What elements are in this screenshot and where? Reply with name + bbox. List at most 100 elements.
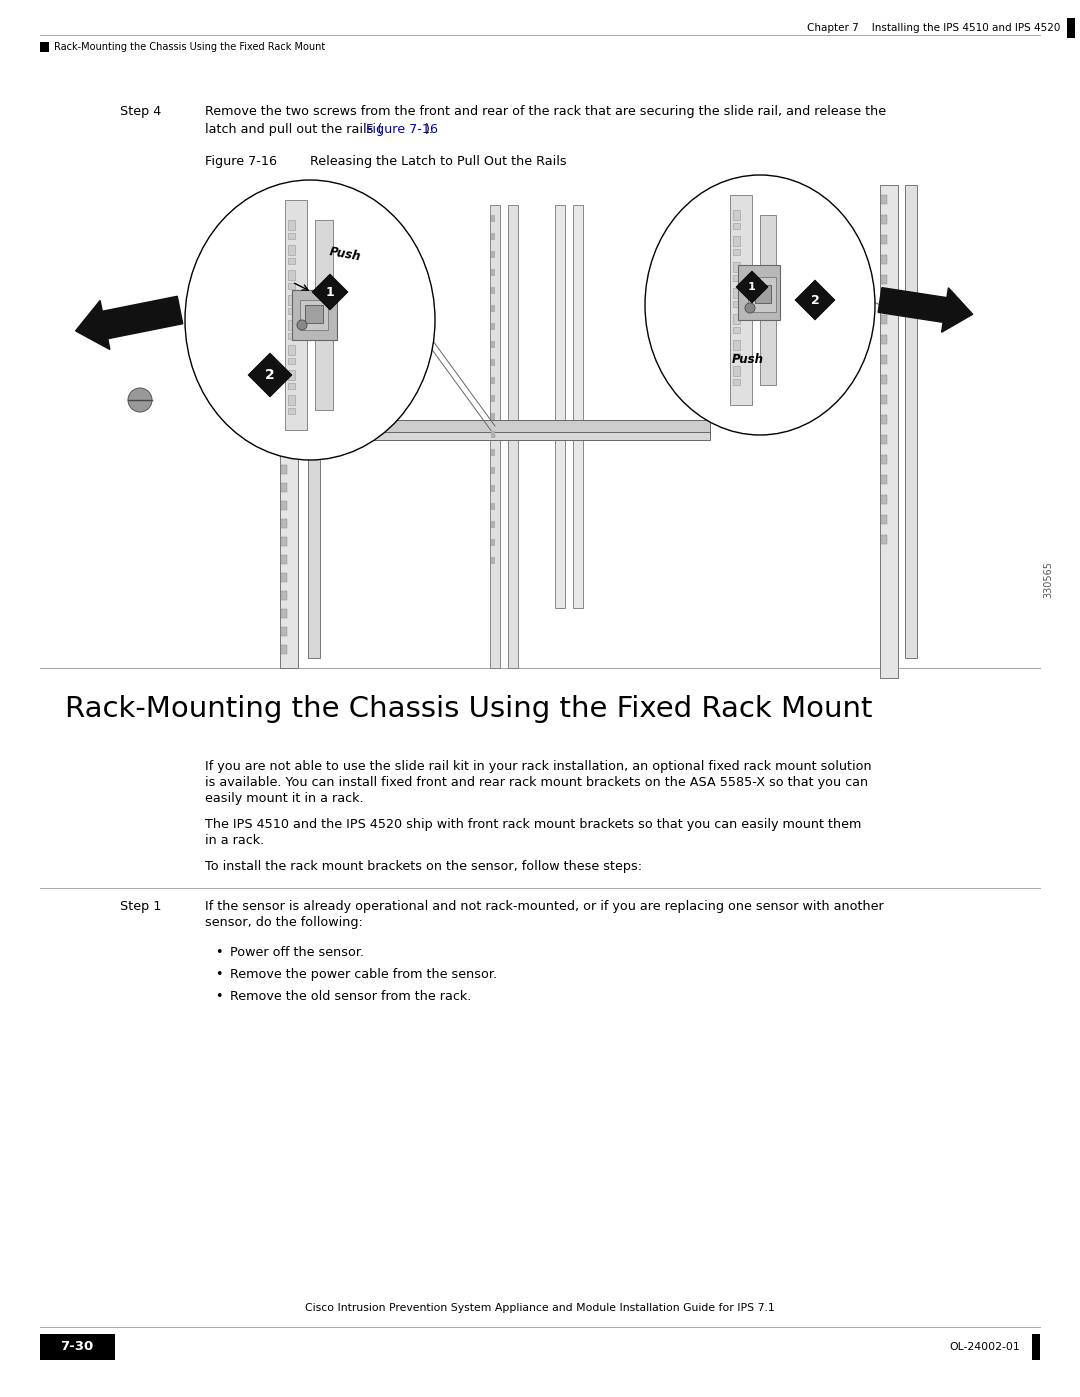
- Bar: [881, 395, 887, 404]
- Bar: [905, 184, 917, 658]
- Bar: [881, 355, 887, 365]
- Bar: [733, 339, 740, 351]
- Bar: [733, 366, 740, 376]
- Ellipse shape: [185, 180, 435, 460]
- Bar: [491, 233, 495, 240]
- Bar: [491, 323, 495, 330]
- Text: ).: ).: [424, 123, 433, 136]
- Bar: [733, 300, 740, 307]
- Bar: [281, 627, 287, 636]
- Bar: [288, 233, 295, 239]
- Text: Figure 7-16: Figure 7-16: [205, 155, 276, 168]
- FancyArrow shape: [878, 288, 973, 332]
- Bar: [40, 1334, 114, 1361]
- Bar: [288, 370, 295, 380]
- Bar: [270, 420, 710, 432]
- Bar: [40, 42, 49, 52]
- Polygon shape: [312, 274, 348, 310]
- Bar: [300, 300, 328, 330]
- Bar: [491, 286, 495, 293]
- Text: is available. You can install fixed front and rear rack mount brackets on the AS: is available. You can install fixed fron…: [205, 775, 868, 789]
- Bar: [880, 184, 897, 678]
- Bar: [881, 335, 887, 344]
- Text: Rack-Mounting the Chassis Using the Fixed Rack Mount: Rack-Mounting the Chassis Using the Fixe…: [54, 42, 325, 52]
- Bar: [733, 236, 740, 246]
- Polygon shape: [795, 279, 835, 320]
- Bar: [733, 249, 740, 256]
- Bar: [288, 320, 295, 330]
- Text: Chapter 7    Installing the IPS 4510 and IPS 4520: Chapter 7 Installing the IPS 4510 and IP…: [807, 22, 1059, 34]
- Bar: [315, 219, 333, 409]
- Bar: [288, 244, 295, 256]
- Bar: [292, 291, 337, 339]
- Text: Remove the two screws from the front and rear of the rack that are securing the : Remove the two screws from the front and…: [205, 105, 886, 117]
- Bar: [491, 503, 495, 510]
- Text: The IPS 4510 and the IPS 4520 ship with front rack mount brackets so that you ca: The IPS 4510 and the IPS 4520 ship with …: [205, 819, 862, 831]
- Bar: [281, 591, 287, 599]
- Polygon shape: [735, 271, 768, 303]
- Bar: [288, 219, 295, 231]
- Bar: [491, 467, 495, 474]
- Bar: [491, 251, 495, 258]
- Bar: [491, 359, 495, 366]
- Bar: [738, 265, 780, 320]
- Bar: [288, 383, 295, 388]
- Bar: [491, 448, 495, 455]
- Bar: [281, 555, 287, 564]
- Bar: [733, 210, 740, 219]
- Text: Figure 7-16: Figure 7-16: [365, 123, 437, 136]
- Text: Rack-Mounting the Chassis Using the Fixed Rack Mount: Rack-Mounting the Chassis Using the Fixe…: [65, 694, 873, 724]
- Text: 7-30: 7-30: [60, 1341, 94, 1354]
- Bar: [490, 205, 500, 668]
- Bar: [491, 432, 495, 439]
- Bar: [491, 485, 495, 492]
- Text: sensor, do the following:: sensor, do the following:: [205, 916, 363, 929]
- Text: Step 4: Step 4: [120, 105, 161, 117]
- Bar: [281, 609, 287, 617]
- Bar: [288, 345, 295, 355]
- Bar: [288, 270, 295, 279]
- Bar: [1067, 18, 1075, 38]
- Text: 2: 2: [265, 367, 275, 381]
- Bar: [881, 196, 887, 204]
- Bar: [573, 205, 583, 608]
- Bar: [281, 573, 287, 583]
- Text: Cisco Intrusion Prevention System Appliance and Module Installation Guide for IP: Cisco Intrusion Prevention System Applia…: [306, 1303, 774, 1313]
- Bar: [1032, 1334, 1040, 1361]
- Bar: [508, 205, 518, 668]
- Bar: [881, 515, 887, 524]
- Bar: [288, 284, 295, 289]
- Bar: [881, 535, 887, 543]
- Bar: [281, 536, 287, 546]
- Bar: [881, 374, 887, 384]
- Bar: [881, 455, 887, 464]
- Text: OL-24002-01: OL-24002-01: [949, 1343, 1020, 1352]
- Bar: [881, 495, 887, 504]
- Bar: [881, 256, 887, 264]
- Ellipse shape: [645, 175, 875, 434]
- Circle shape: [297, 320, 307, 330]
- Text: If you are not able to use the slide rail kit in your rack installation, an opti: If you are not able to use the slide rai…: [205, 760, 872, 773]
- Text: Remove the old sensor from the rack.: Remove the old sensor from the rack.: [230, 990, 471, 1003]
- Bar: [491, 215, 495, 222]
- Bar: [881, 295, 887, 305]
- Bar: [281, 502, 287, 510]
- Bar: [288, 332, 295, 339]
- Text: •: •: [215, 990, 222, 1003]
- Bar: [733, 288, 740, 298]
- Bar: [288, 295, 295, 305]
- Text: Releasing the Latch to Pull Out the Rails: Releasing the Latch to Pull Out the Rail…: [310, 155, 567, 168]
- Bar: [881, 235, 887, 244]
- Bar: [881, 434, 887, 444]
- Bar: [733, 224, 740, 229]
- Bar: [280, 440, 298, 668]
- Text: 330565: 330565: [1043, 562, 1053, 598]
- Circle shape: [129, 388, 152, 412]
- FancyArrow shape: [76, 296, 183, 349]
- Bar: [491, 305, 495, 312]
- Bar: [288, 258, 295, 264]
- Text: Power off the sensor.: Power off the sensor.: [230, 946, 364, 958]
- Bar: [491, 270, 495, 277]
- Bar: [881, 275, 887, 284]
- Text: If the sensor is already operational and not rack-mounted, or if you are replaci: If the sensor is already operational and…: [205, 900, 883, 914]
